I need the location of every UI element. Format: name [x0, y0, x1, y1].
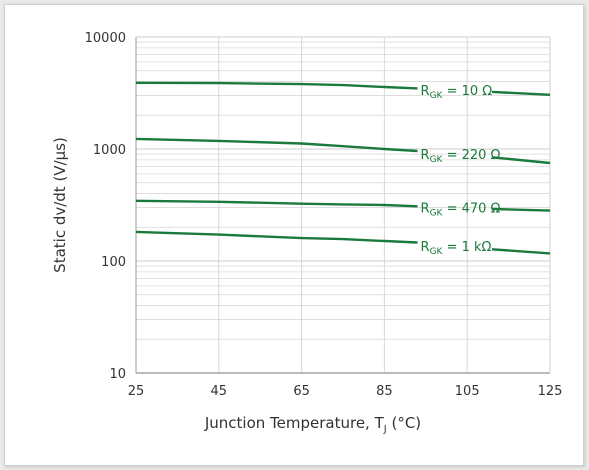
x-tick-label: 105: [455, 384, 480, 399]
series-label: RGK = 470 Ω: [421, 202, 501, 219]
y-tick-label: 100: [101, 255, 126, 270]
x-axis-title-unit: (°C): [387, 414, 421, 432]
x-axis-title-main: Junction Temperature, T: [204, 414, 385, 432]
series-label-value: = 220 Ω: [442, 148, 500, 163]
series-line-1-right: [491, 156, 551, 165]
series-label: RGK = 220 Ω: [421, 148, 501, 165]
x-axis-title: Junction Temperature, TJ (°C): [204, 414, 421, 435]
series-line-3-left: [135, 230, 418, 244]
y-tick-label: 10: [109, 367, 126, 382]
series-label-value: = 1 kΩ: [442, 240, 491, 255]
series-label-subscript: GK: [430, 155, 444, 165]
series-line-0-right: [491, 90, 551, 96]
tick-labels: 25 45 65 85 105 125 10 100 1000 10000: [85, 31, 563, 399]
chart-panel: RGK = 10 Ω RGK = 220 Ω RGK = 470 Ω RGK = 1 …: [4, 4, 584, 466]
y-tick-label: 10000: [85, 31, 126, 46]
series-line-2-left: [135, 199, 418, 208]
series-line-2-right: [491, 207, 551, 212]
x-tick-label: 85: [376, 384, 393, 399]
series-line-1-left: [135, 137, 418, 153]
x-axis-title-subscript: J: [383, 424, 387, 435]
y-tick-label: 1000: [93, 143, 126, 158]
series-label-value: = 470 Ω: [442, 202, 500, 217]
series-label-value: = 10 Ω: [442, 84, 492, 99]
plot-axes: [135, 36, 551, 374]
series-line-3-right: [491, 248, 551, 255]
series-label-subscript: GK: [430, 247, 444, 257]
series-label: RGK = 10 Ω: [421, 84, 493, 101]
series-label-subscript: GK: [430, 209, 444, 219]
series-label-name: R: [421, 202, 430, 217]
series-line-0-left: [135, 81, 418, 90]
y-axis-title: Static dv/dt (V/µs): [51, 137, 69, 273]
series-label-name: R: [421, 148, 430, 163]
series-label-name: R: [421, 84, 430, 99]
x-tick-label: 45: [211, 384, 228, 399]
series-label: RGK = 1 kΩ: [421, 240, 492, 257]
x-tick-label: 25: [128, 384, 145, 399]
series-label-subscript: GK: [430, 91, 444, 101]
series-lines: [135, 81, 551, 255]
series-label-name: R: [421, 240, 430, 255]
x-tick-label: 65: [293, 384, 310, 399]
x-tick-label: 125: [538, 384, 563, 399]
grid: [135, 37, 551, 374]
